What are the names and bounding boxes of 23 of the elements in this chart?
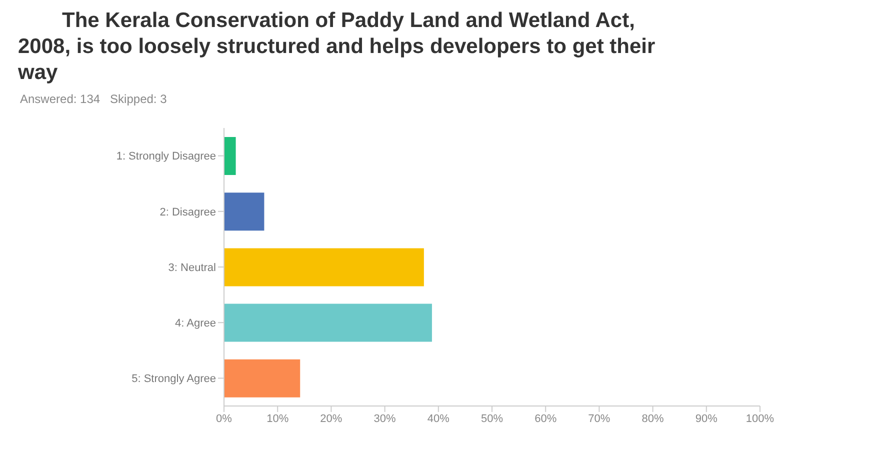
bar	[224, 248, 424, 286]
x-tick-label: 30%	[374, 412, 396, 425]
x-tick-label: 40%	[427, 412, 450, 425]
y-tick-label: 2: Disagree	[160, 206, 216, 218]
y-tick-label: 1: Strongly Disagree	[116, 150, 216, 163]
bar	[224, 137, 236, 175]
y-tick-label: 3: Neutral	[168, 262, 216, 274]
x-tick-label: 60%	[534, 412, 557, 425]
bar	[224, 304, 432, 342]
x-tick-label: 70%	[588, 412, 610, 425]
x-tick-label: 20%	[320, 412, 342, 425]
bar	[224, 359, 300, 398]
y-tick-label: 4: Agree	[175, 318, 216, 330]
x-tick-label: 100%	[746, 412, 774, 425]
bar	[224, 192, 264, 231]
y-tick-label: 5: Strongly Agree	[132, 373, 216, 386]
x-tick-label: 10%	[266, 412, 289, 425]
x-tick-label: 0%	[216, 412, 232, 425]
chart-title: The Kerala Conservation of Paddy Land and Wetland Act, 2008, is too loosely structured and helps developers to get their way	[17, 8, 656, 86]
text: Answered: 134 Skipped: 3	[19, 92, 168, 106]
x-tick-label: 50%	[480, 412, 504, 425]
x-tick-label: 90%	[695, 412, 718, 425]
x-tick-label: 80%	[642, 412, 664, 425]
